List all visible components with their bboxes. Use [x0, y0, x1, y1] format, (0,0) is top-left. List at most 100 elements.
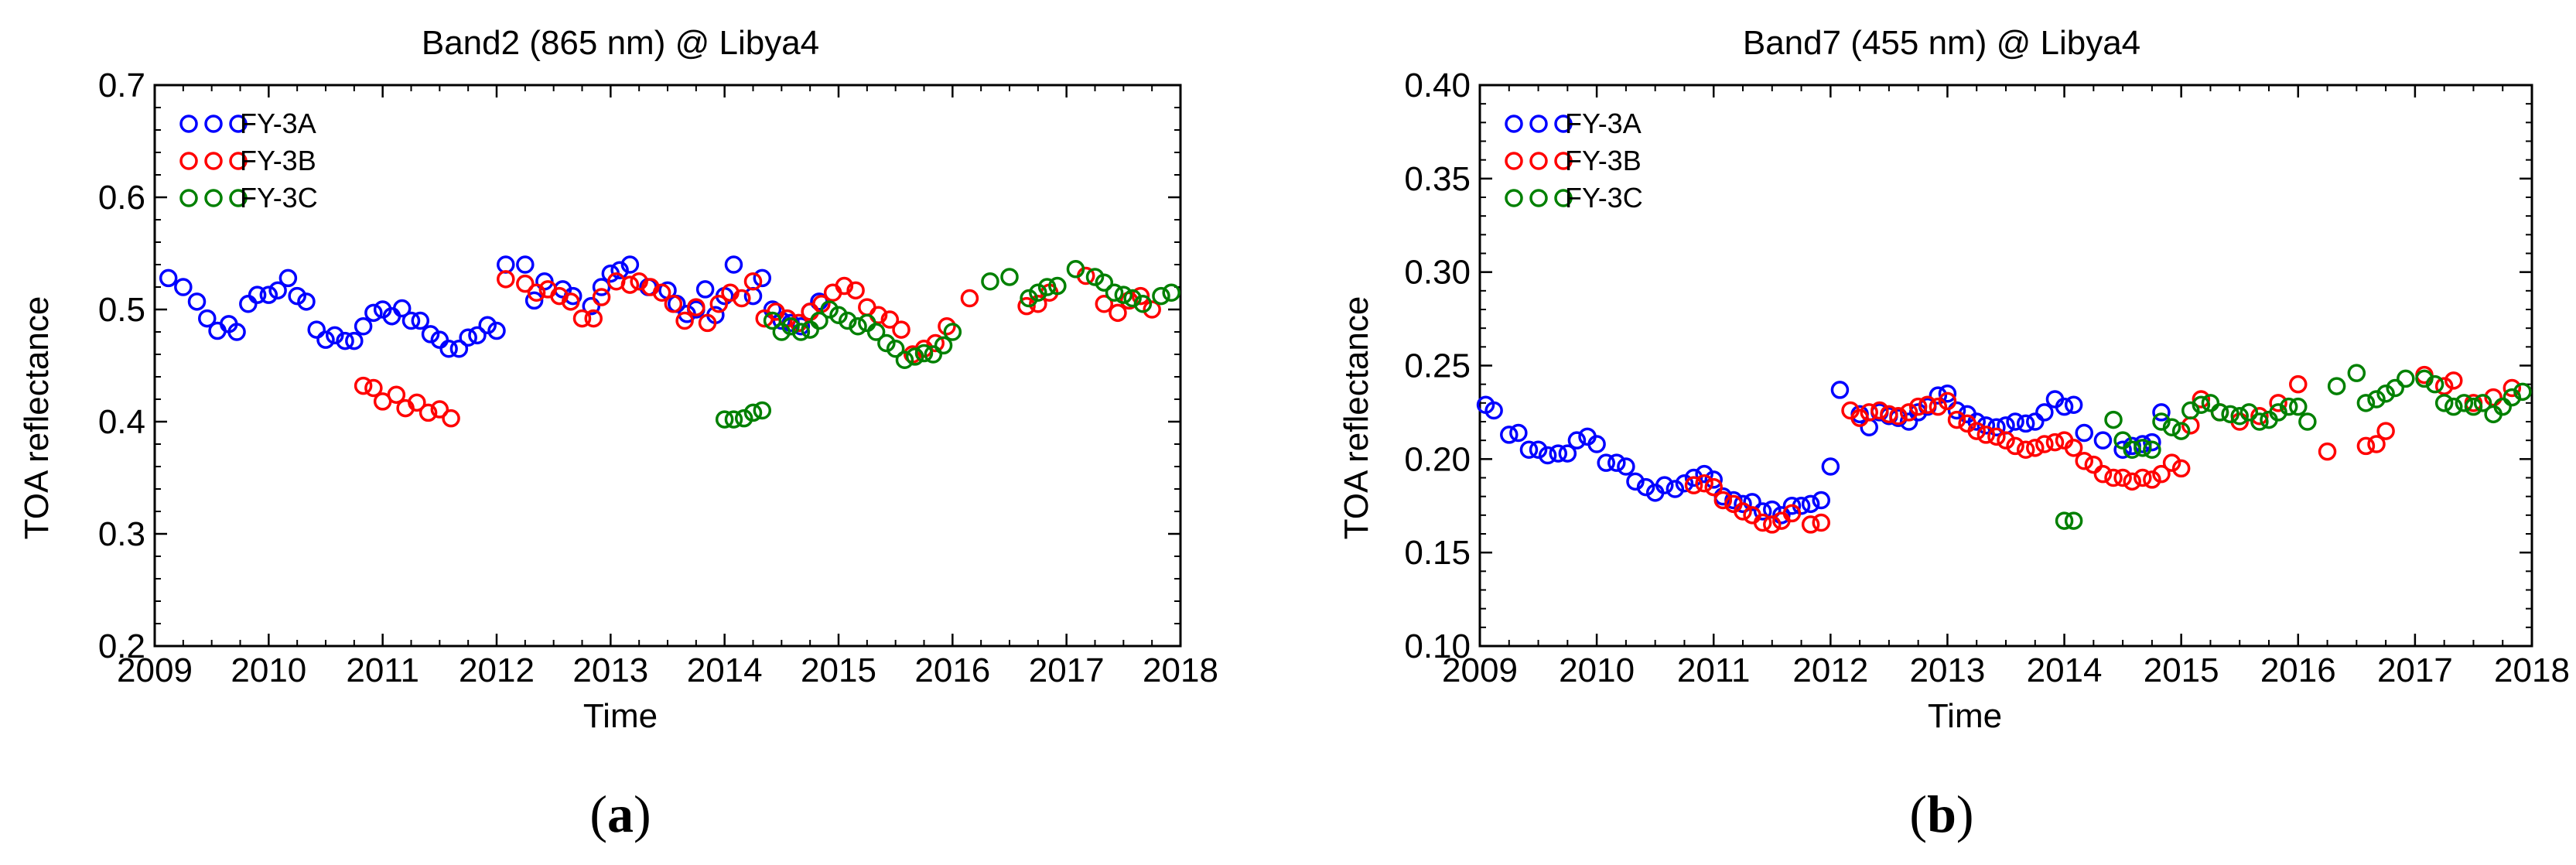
data-point-fy-3c	[2397, 369, 2415, 388]
legend-marker	[229, 189, 248, 207]
data-point-fy-3c	[2230, 407, 2249, 426]
data-point-fy-3a	[1860, 418, 1878, 436]
data-point-fy-3c	[2289, 397, 2308, 416]
data-point-fy-3c	[2279, 397, 2298, 416]
data-point-fy-3b	[880, 310, 900, 329]
y-tick-label: 0.25	[1404, 347, 1471, 385]
data-point-fy-3b	[1997, 431, 2015, 450]
legend-label: FY-3A	[240, 108, 316, 139]
data-point-fy-3a	[2035, 403, 2054, 422]
legend-marker	[1554, 189, 1573, 207]
y-tick-label: 0.2	[98, 627, 145, 665]
data-point-fy-3b	[1109, 303, 1127, 323]
data-point-fy-3c	[2356, 394, 2376, 412]
data-point-fy-3c	[829, 306, 848, 324]
chart-title: Band7 (455 nm) @ Libya4	[1743, 24, 2140, 62]
x-tick-label: 2018	[1143, 651, 1218, 689]
legend-marker	[179, 189, 198, 207]
data-point-fy-3b	[430, 400, 449, 419]
data-point-fy-3b	[2162, 453, 2181, 472]
legend-marker	[1505, 189, 1523, 207]
data-point-fy-3b	[497, 270, 515, 289]
data-point-fy-3b	[675, 311, 694, 330]
data-point-fy-3b	[1684, 476, 1703, 494]
x-tick-label: 2017	[2377, 651, 2453, 689]
x-tick-label: 2016	[914, 651, 990, 689]
data-point-fy-3b	[1918, 395, 1937, 414]
data-point-fy-3a	[1695, 464, 1713, 484]
data-point-fy-3b	[2444, 371, 2463, 390]
data-point-fy-3c	[1020, 289, 1038, 308]
data-point-fy-3c	[2503, 388, 2522, 407]
data-point-fy-3b	[2075, 452, 2093, 470]
data-point-fy-3b	[516, 274, 535, 293]
data-point-fy-3a	[2016, 414, 2035, 433]
data-point-fy-3a	[1753, 502, 1772, 521]
data-point-fy-3b	[733, 289, 751, 308]
legend-marker	[1529, 115, 1548, 133]
legend-label: FY-3C	[240, 182, 318, 214]
data-point-fy-3c	[2464, 397, 2483, 416]
data-point-fy-3a	[724, 255, 743, 274]
legend-marker	[204, 152, 223, 170]
data-point-fy-3a	[753, 268, 772, 288]
x-tick-label: 2016	[2260, 651, 2336, 689]
data-point-fy-3b	[2356, 436, 2376, 456]
y-tick-label: 0.7	[98, 67, 145, 104]
data-point-fy-3c	[1152, 286, 1170, 306]
data-point-fy-3a	[1967, 412, 1986, 431]
data-point-fy-3b	[408, 393, 426, 412]
data-point-fy-3a	[187, 292, 207, 311]
data-point-fy-3a	[1529, 440, 1548, 459]
data-point-fy-3c	[1133, 295, 1153, 313]
data-point-fy-3c	[2425, 374, 2444, 394]
data-point-fy-3a	[2026, 412, 2045, 431]
data-point-fy-3b	[387, 385, 406, 404]
legend-marker	[204, 189, 223, 207]
data-point-fy-3b	[2134, 468, 2152, 487]
data-point-fy-3b	[354, 376, 373, 395]
data-point-fy-3a	[1830, 381, 1850, 399]
data-point-fy-3a	[227, 323, 246, 341]
data-point-fy-3a	[248, 285, 267, 304]
data-point-fy-3a	[1617, 457, 1635, 476]
data-point-fy-3c	[1105, 283, 1124, 302]
data-point-fy-3b	[2367, 435, 2386, 453]
data-point-fy-3a	[1947, 401, 1966, 420]
data-point-fy-3b	[419, 403, 438, 422]
data-point-fy-3a	[1675, 474, 1694, 493]
data-point-fy-3c	[743, 403, 763, 422]
legend: FY-3A FY-3B FY-3C	[1505, 108, 1643, 214]
x-tick-label: 2017	[1029, 651, 1105, 689]
data-point-fy-3b	[1029, 295, 1047, 313]
data-point-fy-3c	[2181, 401, 2200, 420]
data-point-fy-3a	[1558, 444, 1577, 463]
data-point-fy-3a	[364, 303, 383, 323]
legend-marker	[1529, 189, 1548, 207]
data-point-fy-3b	[1801, 515, 1820, 534]
data-point-fy-3b	[1131, 286, 1150, 306]
x-axis-label: Time	[583, 697, 658, 735]
data-point-fy-3c	[2250, 412, 2269, 431]
data-point-fy-3c	[943, 323, 962, 341]
data-point-fy-3b	[2016, 440, 2035, 459]
data-point-fy-3a	[2064, 395, 2083, 414]
x-tick-label: 2013	[572, 651, 648, 689]
data-point-fy-3c	[2201, 394, 2220, 412]
data-point-fy-3a	[2143, 432, 2161, 452]
data-point-fy-3a	[1666, 480, 1685, 498]
data-point-fy-3b	[960, 289, 979, 308]
data-point-fy-3b	[709, 295, 729, 313]
data-point-fy-3c	[858, 313, 876, 333]
data-point-fy-3c	[2298, 412, 2317, 431]
data-point-fy-3b	[664, 295, 683, 313]
data-point-fy-3b	[2035, 435, 2054, 453]
data-point-fy-3c	[2493, 397, 2512, 416]
data-point-fy-3a	[1500, 426, 1519, 444]
x-tick-label: 2010	[231, 651, 306, 689]
data-point-fy-3b	[2289, 374, 2308, 394]
y-tick-label: 0.5	[98, 291, 145, 329]
data-point-fy-3c	[2064, 511, 2083, 530]
data-point-fy-3b	[2171, 459, 2191, 478]
